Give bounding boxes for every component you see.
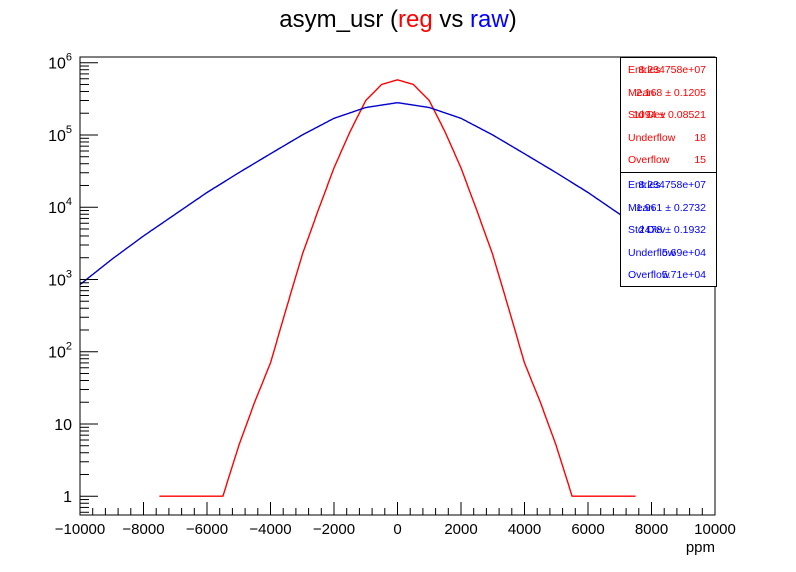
y-tick-label: 10 [54, 417, 72, 434]
x-tick-label: 0 [393, 521, 401, 538]
stats-value: 5.71e+04 [661, 269, 706, 281]
title-raw: raw [470, 6, 509, 33]
stats-box-reg: Entries 8.234758e+07 Mean 2.168 ± 0.1205 Std… [620, 57, 717, 173]
y-tick-label: 106 [48, 52, 72, 73]
x-tick-label: 2000 [444, 521, 477, 538]
stats-row: Entries 8.234758e+07 [621, 59, 716, 81]
stats-box-raw: Entries 8.234758e+07 Mean 1.961 ± 0.2732 Std… [620, 172, 717, 287]
stats-row: Mean 1.961 ± 0.2732 [621, 197, 716, 219]
x-axis-label: ppm [686, 539, 715, 556]
series-reg-line [159, 79, 636, 497]
stats-key: Std Dev [628, 109, 666, 121]
stats-value: 1094 ± 0.08521 [633, 109, 706, 121]
stats-value: 5.69e+04 [661, 246, 706, 259]
title-reg: reg [398, 6, 433, 33]
stats-key: Underflow [628, 246, 676, 259]
stats-value: 8.234758e+07 [638, 179, 706, 191]
x-tick-label: −8000 [122, 521, 164, 538]
stats-row: Overflow 5.71e+04 [621, 264, 716, 286]
y-tick-label: 102 [48, 341, 72, 362]
stats-key: Std Dev [628, 224, 666, 236]
x-tick-label: −4000 [249, 521, 291, 538]
stats-key: Overflow [628, 269, 670, 281]
series-layer [79, 79, 637, 497]
series-raw-line [79, 101, 637, 286]
stats-value: 2478 ± 0.1932 [638, 224, 706, 236]
y-tick-label: 1 [63, 489, 72, 506]
chart-title: asym_usr (reg vs raw) [279, 6, 517, 33]
x-tick-label: −2000 [313, 521, 355, 538]
stats-key: Entries [628, 179, 661, 191]
stats-key: Mean [628, 201, 655, 214]
x-tick-label: 8000 [635, 521, 668, 538]
y-tick-label: 105 [48, 124, 72, 145]
stats-row: Entries 8.234758e+07 [621, 174, 716, 196]
x-tick-label: −10000 [55, 521, 105, 538]
y-tick-label: 103 [48, 268, 72, 289]
stats-value: 2.168 ± 0.1205 [636, 86, 706, 99]
x-tick-label: 4000 [508, 521, 541, 538]
stats-value: 18 [694, 131, 706, 144]
x-tick-label: −6000 [186, 521, 228, 538]
stats-key: Overflow [628, 154, 670, 166]
stats-row: Overflow 15 [621, 149, 716, 171]
stats-key: Entries [628, 64, 661, 76]
stats-row: Underflow 18 [621, 127, 716, 149]
y-tick-label: 104 [48, 196, 72, 217]
stats-value: 15 [694, 154, 706, 166]
stats-key: Underflow [628, 131, 676, 144]
x-tick-label: 10000 [694, 521, 736, 538]
stats-row: Mean 2.168 ± 0.1205 [621, 82, 716, 104]
stats-row: Underflow 5.69e+04 [621, 242, 716, 264]
stats-row: Std Dev 1094 ± 0.08521 [621, 104, 716, 126]
stats-value: 1.961 ± 0.2732 [636, 201, 706, 214]
stats-key: Mean [628, 86, 655, 99]
x-tick-label: 6000 [571, 521, 604, 538]
stats-row: Std Dev 2478 ± 0.1932 [621, 219, 716, 241]
stats-value: 8.234758e+07 [638, 64, 706, 76]
axis-layer: −10000 −8000 −6000 −4000 −2000 0 2000 4000 6000 8… [48, 52, 736, 538]
